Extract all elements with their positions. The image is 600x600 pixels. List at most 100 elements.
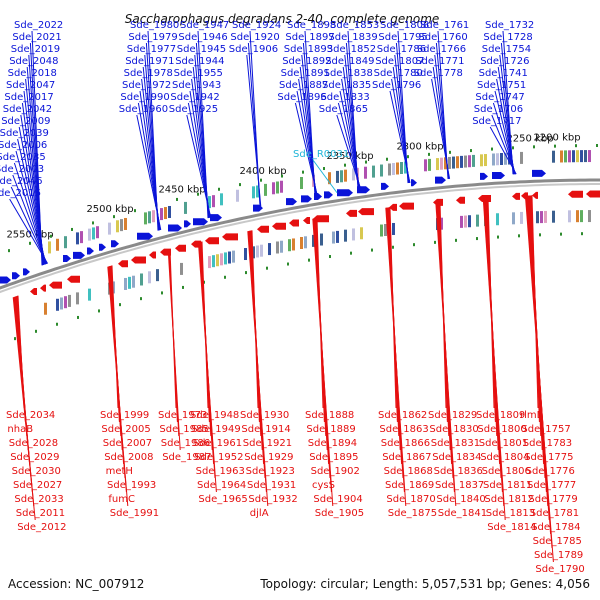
gene-label-sde-2003[interactable]: Sde_2003: [0, 164, 44, 175]
gene-label-sde-1706[interactable]: Sde_1706: [474, 104, 523, 115]
gene-label-sde-1906[interactable]: Sde_1906: [229, 44, 278, 55]
gene-label-sde-1924[interactable]: Sde_1924: [232, 20, 281, 31]
gene-label-sde-1813[interactable]: Sde_1813: [486, 508, 535, 519]
gene-label-sde-1891[interactable]: Sde_1891: [281, 68, 330, 79]
gene-label-sde-1895[interactable]: Sde_1895: [309, 452, 358, 463]
gene-label-sde-1991[interactable]: Sde_1991: [110, 508, 159, 519]
gene-label-sde-1811[interactable]: Sde_1811: [483, 480, 532, 491]
gene-label-sde-1902[interactable]: Sde_1902: [311, 466, 360, 477]
gene-label-sde-1875[interactable]: Sde_1875: [388, 508, 437, 519]
gene-label-sde-1726[interactable]: Sde_1726: [480, 56, 529, 67]
gene-label-sde-1946[interactable]: Sde_1946: [178, 32, 227, 43]
gene-label-sde-2017[interactable]: Sde_2017: [4, 92, 53, 103]
gene-label-sde-2047[interactable]: Sde_2047: [6, 80, 55, 91]
gene-label-sde-1868[interactable]: Sde_1868: [384, 466, 433, 477]
gene-label-sde-1833[interactable]: Sde_1833: [320, 92, 369, 103]
gene-label-sde-2039[interactable]: Sde_2039: [0, 128, 49, 139]
gene-label-sde-1945[interactable]: Sde_1945: [177, 44, 226, 55]
gene-label-sde-1931[interactable]: Sde_1931: [247, 480, 296, 491]
gene-label-sde-1838[interactable]: Sde_1838: [324, 68, 373, 79]
gene-label-sde-1732[interactable]: Sde_1732: [485, 20, 534, 31]
gene-label-sde-1955[interactable]: Sde_1955: [174, 68, 223, 79]
gene-label-sde-1831[interactable]: Sde_1831: [431, 438, 480, 449]
gene-label-sde-1841[interactable]: Sde_1841: [438, 508, 487, 519]
gene-label-sde-2034[interactable]: Sde_2034: [6, 410, 55, 421]
gene-label-sde-1834[interactable]: Sde_1834: [432, 452, 481, 463]
gene-label-sde-1972[interactable]: Sde_1972: [122, 80, 171, 91]
gene-label-sde-1963[interactable]: Sde_1963: [196, 466, 245, 477]
gene-label-sde-1751[interactable]: Sde_1751: [477, 80, 526, 91]
gene-label-sde-1779[interactable]: Sde_1779: [528, 494, 577, 505]
gene-label-sde-1785[interactable]: Sde_1785: [533, 536, 582, 547]
gene-label-sde-2005[interactable]: Sde_2005: [101, 424, 150, 435]
gene-label-sde-2016[interactable]: Sde_2016: [0, 188, 41, 199]
gene-label-sde-1781[interactable]: Sde_1781: [530, 508, 579, 519]
gene-label-sde-1829[interactable]: Sde_1829: [428, 410, 477, 421]
gene-label-sde-1987[interactable]: Sde_1987: [162, 452, 211, 463]
gene-label-sde-1867[interactable]: Sde_1867: [382, 452, 431, 463]
gene-label-sde-1837[interactable]: Sde_1837: [435, 480, 484, 491]
gene-label-sde-1971[interactable]: Sde_1971: [125, 56, 174, 67]
gene-label-sde-1993[interactable]: Sde_1993: [107, 480, 156, 491]
gene-label-sde-2035[interactable]: Sde_2035: [0, 152, 46, 163]
gene-label-sde-1898[interactable]: Sde_1898: [287, 20, 336, 31]
gene-label-rlml[interactable]: rlmL: [520, 410, 543, 421]
gene-label-sde-1942[interactable]: Sde_1942: [170, 92, 219, 103]
gene-label-sde-2021[interactable]: Sde_2021: [12, 32, 61, 43]
gene-label-sde-1929[interactable]: Sde_1929: [244, 452, 293, 463]
gene-label-sde-1766[interactable]: Sde_1766: [417, 44, 466, 55]
gene-label-sde-1849[interactable]: Sde_1849: [325, 56, 374, 67]
gene-label-sde-1761[interactable]: Sde_1761: [420, 20, 469, 31]
gene-label-sde-1870[interactable]: Sde_1870: [386, 494, 435, 505]
gene-label-sde-1795[interactable]: Sde_1795: [378, 32, 427, 43]
gene-label-sde-1741[interactable]: Sde_1741: [479, 68, 528, 79]
gene-label-sde-2012[interactable]: Sde_2012: [17, 522, 66, 533]
gene-label-sde-1980[interactable]: Sde_1980: [130, 20, 179, 31]
gene-label-sde-1783[interactable]: Sde_1783: [523, 438, 572, 449]
gene-label-sde-1892[interactable]: Sde_1892: [282, 56, 331, 67]
gene-label-sde-1893[interactable]: Sde_1893: [284, 44, 333, 55]
gene-label-sde-2008[interactable]: Sde_2008: [104, 452, 153, 463]
gene-label-sde-2029[interactable]: Sde_2029: [10, 452, 59, 463]
gene-label-sde-1728[interactable]: Sde_1728: [483, 32, 532, 43]
gene-label-sde-1789[interactable]: Sde_1789: [534, 550, 583, 561]
gene-label-sde-1830[interactable]: Sde_1830: [429, 424, 478, 435]
gene-label-sde-1923[interactable]: Sde_1923: [246, 466, 295, 477]
gene-label-sde-1839[interactable]: Sde_1839: [328, 32, 377, 43]
gene-label-sde-1814[interactable]: Sde_1814: [487, 522, 536, 533]
gene-label-sde-1896[interactable]: Sde_1896: [277, 92, 326, 103]
gene-label-sde-1960[interactable]: Sde_1960: [119, 104, 168, 115]
gene-label-sde-1986[interactable]: Sde_1986: [161, 438, 210, 449]
gene-label-sde-1979[interactable]: Sde_1979: [128, 32, 177, 43]
gene-label-sde-1978[interactable]: Sde_1978: [124, 68, 173, 79]
gene-label-sde-2033[interactable]: Sde_2033: [14, 494, 63, 505]
gene-label-sde-1990[interactable]: Sde_1990: [120, 92, 169, 103]
gene-label-sde-2007[interactable]: Sde_2007: [103, 438, 152, 449]
gene-label-sde-2048[interactable]: Sde_2048: [9, 56, 58, 67]
gene-label-sde-1943[interactable]: Sde_1943: [172, 80, 221, 91]
gene-label-sde-1800[interactable]: Sde_1800: [477, 424, 526, 435]
gene-label-sde-1775[interactable]: Sde_1775: [524, 452, 573, 463]
gene-label-sde-1747[interactable]: Sde_1747: [475, 92, 524, 103]
gene-label-sde-1905[interactable]: Sde_1905: [315, 508, 364, 519]
gene-label-sde-1809[interactable]: Sde_1809: [476, 410, 525, 421]
gene-label-sde-1944[interactable]: Sde_1944: [175, 56, 224, 67]
gene-label-sde-1771[interactable]: Sde_1771: [415, 56, 464, 67]
gene-label-sde-2030[interactable]: Sde_2030: [12, 466, 61, 477]
gene-label-sde-1786[interactable]: Sde_1786: [377, 44, 426, 55]
gene-label-sde-1932[interactable]: Sde_1932: [248, 494, 297, 505]
gene-label-sde-1889[interactable]: Sde_1889: [306, 424, 355, 435]
gene-label-sde-1836[interactable]: Sde_1836: [434, 466, 483, 477]
gene-label-sde-1914[interactable]: Sde_1914: [241, 424, 290, 435]
gene-label-sde-1778[interactable]: Sde_1778: [414, 68, 463, 79]
gene-label-sde-1948[interactable]: Sde_1948: [190, 410, 239, 421]
gene-label-sde-1853[interactable]: Sde_1853: [330, 20, 379, 31]
gene-label-sde-1807[interactable]: Sde_1807: [375, 56, 424, 67]
gene-label-sde-2046[interactable]: Sde_2046: [0, 176, 42, 187]
gene-label-sde-1869[interactable]: Sde_1869: [385, 480, 434, 491]
gene-label-sde-1904[interactable]: Sde_1904: [313, 494, 362, 505]
gene-label-sde-1717[interactable]: Sde_1717: [472, 116, 521, 127]
gene-label-sde-1754[interactable]: Sde_1754: [482, 44, 531, 55]
gene-label-sde-1804[interactable]: Sde_1804: [480, 452, 529, 463]
gene-label-sde-2011[interactable]: Sde_2011: [16, 508, 65, 519]
